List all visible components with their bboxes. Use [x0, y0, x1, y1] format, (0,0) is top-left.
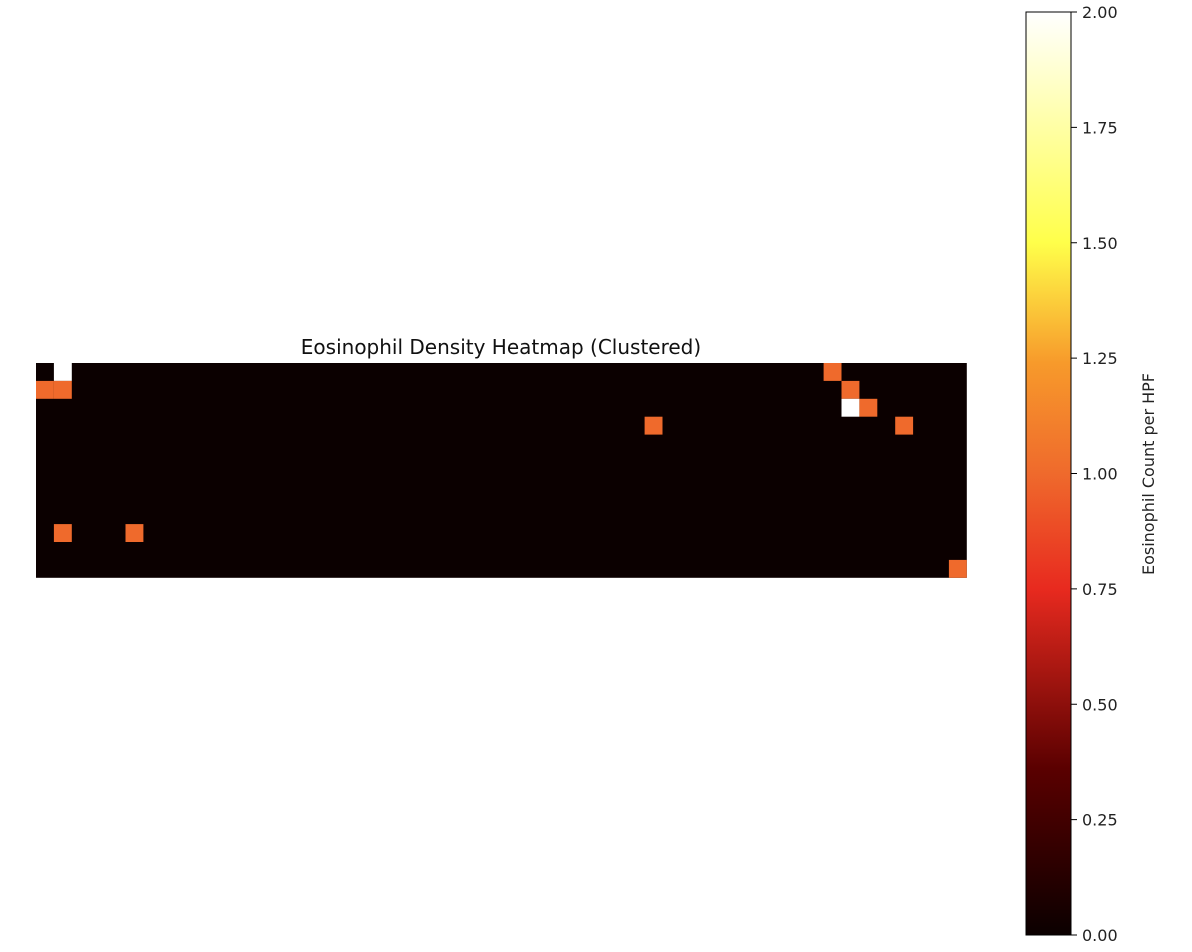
heatmap-cell — [53, 380, 72, 399]
heatmap-cell — [53, 363, 72, 381]
colorbar-tick-label: 0.50 — [1082, 695, 1118, 714]
heatmap-background — [36, 363, 967, 578]
heatmap-cell — [53, 524, 72, 542]
heatmap-cell — [895, 416, 914, 435]
heatmap-cell — [644, 416, 663, 435]
heatmap-cell — [859, 398, 878, 417]
colorbar-tick-label: 0.25 — [1082, 811, 1118, 830]
colorbar-tick-label: 1.25 — [1082, 349, 1118, 368]
colorbar-tick-label: 0.00 — [1082, 926, 1118, 945]
colorbar-tick-label: 2.00 — [1082, 3, 1118, 22]
colorbar-tick-label: 0.75 — [1082, 580, 1118, 599]
heatmap-cell — [841, 398, 860, 417]
colorbar-tick-label: 1.00 — [1082, 465, 1118, 484]
colorbar-tick-label: 1.75 — [1082, 118, 1118, 137]
heatmap-cell — [948, 559, 967, 578]
colorbar-label: Eosinophil Count per HPF — [1139, 373, 1158, 575]
colorbar: 0.00 0.25 0.50 0.75 1.00 1.25 1.50 1.75 2.00 Eos… — [1025, 3, 1158, 945]
heatmap-cell — [36, 380, 54, 399]
heatmap-cell — [125, 524, 144, 542]
heatmap-cell — [823, 363, 842, 381]
colorbar-gradient — [1025, 11, 1072, 936]
colorbar-tick-label: 1.50 — [1082, 234, 1118, 253]
chart-title: Eosinophil Density Heatmap (Clustered) — [301, 335, 701, 359]
heatmap-cell — [841, 380, 860, 399]
heatmap-grid — [36, 363, 967, 578]
